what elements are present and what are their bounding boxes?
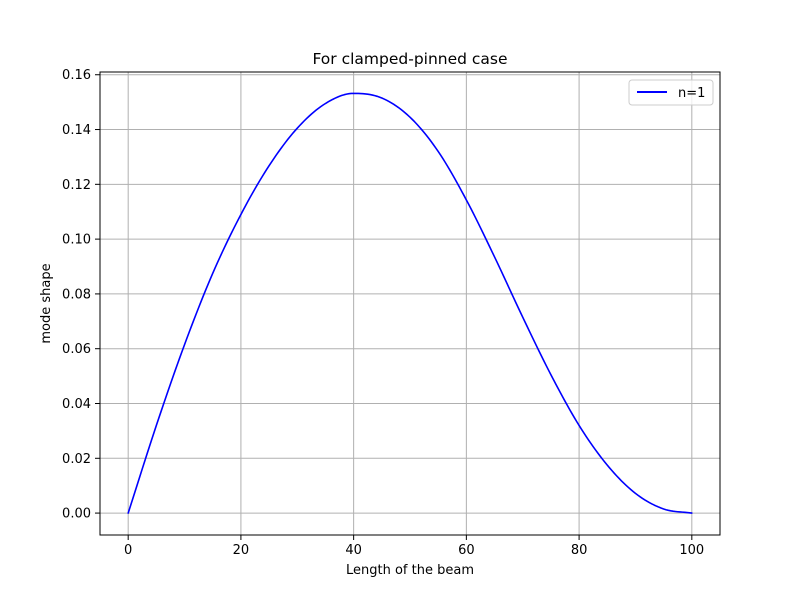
legend: n=1 [628,79,714,106]
chart-title: For clamped-pinned case [312,50,507,68]
y-axis-ticks: 0.00 0.02 0.04 0.06 0.08 0.10 0.12 0.14 0.16 [62,68,100,522]
y-tick-label: 0.10 [62,233,91,248]
x-axis-label: Length of the beam [346,563,474,578]
x-axis-ticks: 0 20 40 60 80 100 [124,535,704,558]
y-tick-label: 0.02 [62,452,91,467]
y-tick-label: 0.08 [62,287,91,302]
y-tick-label: 0.00 [62,507,91,522]
series-line [127,92,693,514]
plot-area-background [100,72,720,535]
y-tick-label: 0.06 [62,342,91,357]
x-tick-label: 0 [124,543,132,558]
y-axis-label: mode shape [39,263,54,343]
y-tick-label: 0.16 [62,68,91,83]
y-gridlines [100,74,720,514]
y-tick-label: 0.14 [62,123,91,138]
legend-box [628,79,714,106]
plot-frame [99,71,721,536]
x-tick-label: 40 [345,543,362,558]
x-tick-label: 80 [571,543,588,558]
x-tick-label: 100 [679,543,704,558]
legend-label: n=1 [678,86,705,101]
x-tick-label: 60 [458,543,475,558]
y-tick-label: 0.12 [62,178,91,193]
series-layer [127,92,693,514]
y-tick-label: 0.04 [62,397,91,412]
x-tick-label: 20 [233,543,250,558]
